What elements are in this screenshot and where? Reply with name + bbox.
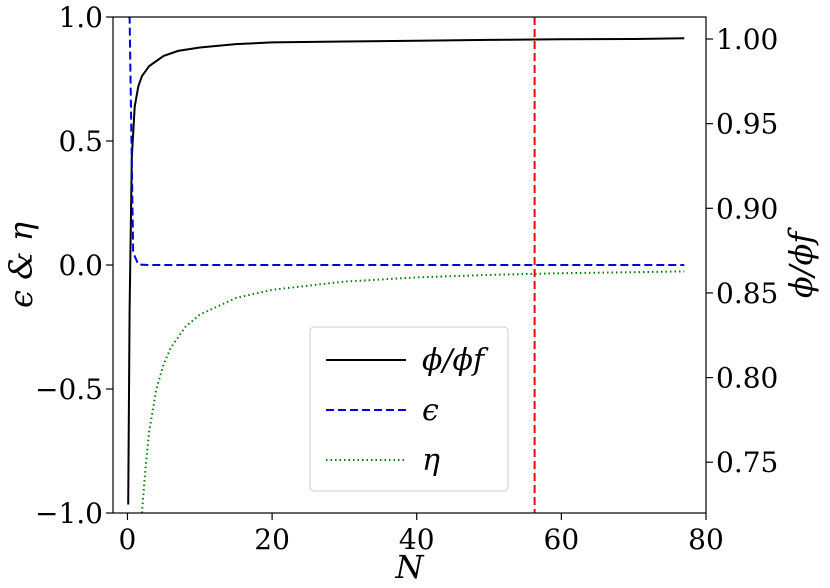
x-tick-label: 60 bbox=[544, 523, 580, 556]
y-right-tick-label: 1.00 bbox=[716, 23, 778, 56]
x-tick-label: 0 bbox=[119, 523, 137, 556]
series-line-1 bbox=[127, 37, 685, 505]
y-left-tick-label: −0.5 bbox=[35, 373, 103, 406]
y-right-tick-label: 0.95 bbox=[716, 108, 778, 141]
y-axis-left-label: ϵ & η bbox=[2, 222, 40, 308]
legend-label-1: ϕ/ϕf bbox=[422, 343, 489, 378]
series-line-2 bbox=[128, 17, 685, 266]
legend-label-3: η bbox=[422, 443, 440, 478]
y-left-tick-label: 0.0 bbox=[58, 249, 103, 282]
y-right-tick-label: 0.85 bbox=[716, 277, 778, 310]
y-right-tick-label: 0.75 bbox=[716, 446, 778, 479]
y-axis-right-label: ϕ/ϕf bbox=[782, 227, 820, 298]
y-right-tick-label: 0.90 bbox=[716, 192, 778, 225]
x-axis-label: N bbox=[395, 548, 425, 586]
plot-area bbox=[127, 17, 685, 513]
x-tick-label: 80 bbox=[688, 523, 724, 556]
y-left-tick-label: −1.0 bbox=[35, 497, 103, 530]
x-tick-label: 20 bbox=[254, 523, 290, 556]
axes: 0 20 40 60 80 −1.0 −0.5 0.0 0.5 1.0 0.75 0.80 0.85 0.… bbox=[35, 1, 778, 556]
legend: ϕ/ϕf ϵη bbox=[309, 326, 509, 492]
y-right-tick-label: 0.80 bbox=[716, 362, 778, 395]
legend-label-2: ϵ bbox=[422, 393, 439, 428]
y-left-tick-label: 0.5 bbox=[58, 125, 103, 158]
x-tick-label: 40 bbox=[399, 523, 435, 556]
y-left-tick-label: 1.0 bbox=[58, 1, 103, 34]
legend-box bbox=[309, 326, 509, 492]
series-line-3 bbox=[140, 270, 685, 513]
